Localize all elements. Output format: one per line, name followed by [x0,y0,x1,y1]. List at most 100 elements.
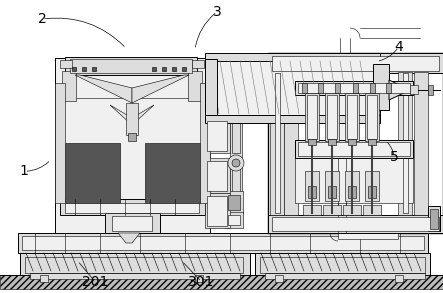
Bar [325,93,339,141]
Bar [192,60,204,68]
Bar [230,118,242,193]
Bar [284,72,298,215]
Bar [208,61,376,115]
Bar [162,67,166,71]
Text: 201: 201 [82,275,109,289]
Bar [345,171,359,201]
Bar [65,57,197,75]
Bar [188,71,202,101]
Bar [205,115,380,123]
Bar [386,83,391,93]
Bar [340,70,350,118]
Bar [70,74,194,98]
Bar [338,231,398,239]
Bar [205,59,217,115]
Bar [207,161,227,191]
Bar [430,209,438,229]
Bar [60,60,72,68]
Bar [347,95,357,139]
Bar [205,158,230,193]
Bar [335,83,340,93]
Bar [338,118,346,233]
Bar [22,236,424,250]
Bar [268,53,443,73]
Bar [367,95,377,139]
Bar [200,83,210,203]
Bar [205,193,230,228]
Bar [255,253,430,275]
Bar [295,157,413,203]
Bar [65,203,199,213]
Bar [205,118,230,153]
Bar [348,186,356,198]
Bar [308,186,316,198]
Bar [305,171,319,201]
Bar [126,103,138,135]
Bar [72,67,76,71]
Bar [398,72,412,215]
Bar [30,273,240,279]
Circle shape [228,155,244,171]
Bar [365,171,379,201]
Bar [305,93,319,141]
Bar [295,140,413,158]
Bar [62,71,76,101]
Bar [25,257,243,273]
Bar [328,139,336,145]
Bar [182,67,186,71]
Bar [365,93,379,141]
Bar [55,83,65,203]
Bar [207,196,227,226]
Bar [268,215,443,233]
Bar [225,212,243,228]
Bar [345,93,359,141]
Bar [18,233,428,253]
Bar [82,67,86,71]
Bar [343,205,361,215]
Bar [272,217,439,231]
Bar [265,273,425,279]
Bar [55,58,210,233]
Bar [275,73,280,213]
Bar [65,143,120,203]
Bar [323,205,341,215]
Circle shape [232,159,240,167]
Bar [70,59,192,73]
Bar [303,205,321,215]
Bar [60,199,205,215]
Bar [112,216,152,231]
Bar [272,56,439,71]
Polygon shape [132,75,189,103]
Bar [318,83,323,93]
Bar [410,85,418,94]
Bar [325,171,339,201]
Bar [260,257,425,273]
Bar [308,139,316,145]
Bar [353,83,358,93]
Bar [205,53,380,61]
Polygon shape [118,233,140,243]
Bar [232,123,240,153]
Bar [395,275,403,282]
Bar [403,73,408,213]
Bar [0,275,443,289]
Bar [40,275,48,282]
Bar [268,53,443,233]
Bar [328,186,336,198]
Bar [275,275,283,282]
Bar [327,95,337,139]
Bar [295,81,413,95]
Bar [348,139,356,145]
Bar [373,64,389,110]
Bar [363,205,381,215]
Text: 2: 2 [38,12,47,26]
Text: 1: 1 [20,164,29,178]
Text: 4: 4 [394,40,403,54]
Bar [302,83,307,93]
Bar [298,83,410,93]
Bar [228,195,240,210]
Polygon shape [75,75,132,103]
Bar [92,67,96,71]
Bar [298,142,410,156]
Bar [152,67,156,71]
